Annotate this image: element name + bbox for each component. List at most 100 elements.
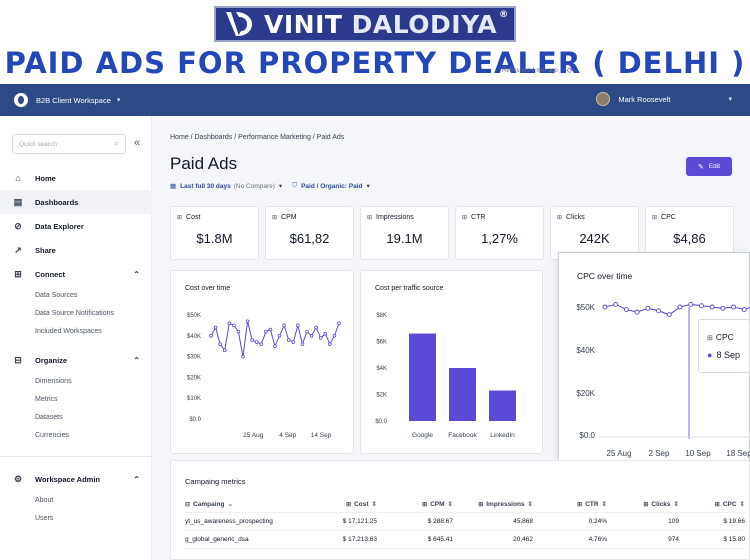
filter-icon[interactable]: ⛉ [292, 182, 298, 189]
sidebar-item-workspace-admin[interactable]: ⚙ Workspace Admin ⌃ [0, 467, 152, 491]
y-tick-label: $0.0 [189, 417, 201, 423]
sidebar-item-dashboards[interactable]: ▤ Dashboards [0, 190, 152, 214]
kpi-label: Impressions [376, 214, 414, 221]
chevron-down-icon[interactable]: ▾ [278, 183, 283, 190]
column-header-cpm[interactable]: ⊞ CPM ⇕ [422, 500, 453, 508]
y-tick-label: $40K [187, 334, 201, 340]
table-title: Campaing metrics [185, 477, 246, 486]
sidebar-item-connect[interactable]: ⊞ Connect ⌃ [0, 262, 152, 286]
cost-over-time-card[interactable]: Cost over time $0.0 $10K $20K $30K $40K $50K 2… [170, 270, 354, 454]
table-cell: 4.76% [588, 536, 607, 543]
sidebar-divider [0, 456, 152, 457]
refresh-icon[interactable]: ⟳ [567, 66, 574, 75]
table-cell: 974 [668, 536, 679, 543]
kpi-value: 19.1M [386, 231, 423, 246]
cpc-over-time-chart: $0.0 $20K $40K $50K 25 Aug 2 Sep 10 Sep 18 Sep [576, 301, 750, 458]
kpi-card-cpm[interactable]: ⊞ CPM $61,82 [265, 206, 354, 260]
column-header-clicks[interactable]: ⊞ Clicks ⇕ [643, 500, 679, 508]
traffic-filter[interactable]: Paid / Organic: Paid [301, 182, 363, 190]
sidebar-subitem-dimensions[interactable]: Dimensions [35, 377, 72, 385]
collapse-sidebar-icon[interactable]: « [134, 137, 141, 149]
table-row[interactable]: yt_us_awareness_prospecting $ 17,121.25 … [185, 513, 745, 531]
user-name[interactable]: Mark Roosevelt [618, 94, 671, 104]
data-point [656, 308, 662, 314]
kpi-card-impressions[interactable]: ⊞ Impressions 19.1M [360, 206, 449, 260]
filter-bar: ▦ Last full 30 days (No Compare) ▾ ⛉ Pai… [170, 182, 370, 190]
x-tick-label: 4 Sep [279, 432, 296, 439]
chevron-up-icon[interactable]: ⌃ [133, 355, 140, 365]
chart-tooltip: ⊞ CPC ● 8 Sep [698, 319, 750, 373]
sidebar-subitem-datasets[interactable]: Datasets [35, 413, 63, 421]
sidebar-subitem-about[interactable]: About [35, 496, 54, 504]
y-tick-label: $20K [576, 389, 595, 398]
workspace-switcher[interactable]: B2B Client Workspace [36, 95, 111, 105]
dashboard-icon: ▤ [13, 196, 23, 207]
cost-per-source-card[interactable]: Cost per traffic source $0.0 $2K $4K $6K $8K… [360, 270, 543, 454]
data-point [241, 354, 245, 359]
data-point [623, 307, 629, 313]
data-point [277, 334, 282, 338]
metric-icon: ⊞ [272, 215, 278, 221]
sidebar-item-home[interactable]: ⌂ Home [0, 166, 152, 190]
column-header-ctr[interactable]: ⊞ CTR ⇕ [577, 500, 607, 508]
data-point [666, 312, 672, 318]
sidebar-subitem-users[interactable]: Users [35, 514, 54, 522]
user-menu[interactable]: Mark Roosevelt ▾ [596, 92, 732, 106]
column-header-cpc[interactable]: ⊞ CPC ⇕ [714, 500, 745, 508]
pencil-icon: ✎ [697, 163, 704, 171]
calendar-icon[interactable]: ▦ [170, 183, 177, 190]
sidebar-subitem-currencies[interactable]: Currencies [35, 431, 69, 439]
sidebar-item-data-explorer[interactable]: ⊘ Data Explorer [0, 214, 152, 238]
table-row[interactable]: g_global_generic_dsa $ 17,213.63 $ 645.4… [185, 531, 745, 549]
metric-icon: ⊞ [177, 215, 183, 221]
data-point [309, 334, 314, 338]
kpi-label: Clicks [566, 214, 585, 221]
chevron-down-icon[interactable]: ▾ [366, 183, 370, 190]
search-input[interactable]: Quick search ⌕ [12, 134, 126, 154]
sidebar-item-organize[interactable]: ⊟ Organize ⌃ [0, 348, 152, 372]
chart-title: CPC over time [577, 271, 633, 281]
bar [409, 333, 436, 421]
chevron-down-icon[interactable]: ▾ [116, 97, 121, 104]
data-point [286, 338, 291, 342]
search-placeholder[interactable]: Quick search [19, 140, 57, 148]
sidebar-item-label: Dashboards [35, 197, 79, 207]
kpi-card-ctr[interactable]: ⊞ CTR 1,27% [455, 206, 544, 260]
sidebar-subitem-metrics[interactable]: Metrics [35, 395, 58, 403]
sidebar-subitem-data-source-notifications[interactable]: Data Source Notifications [35, 309, 114, 317]
sidebar-item-label: Connect [35, 269, 65, 279]
sidebar-item-label: Home [35, 173, 56, 183]
chevron-up-icon[interactable]: ⌃ [133, 474, 140, 484]
column-header-cost[interactable]: ⊞ Cost ⇕ [346, 500, 377, 508]
breadcrumb[interactable]: Home / Dashboards / Performance Marketin… [170, 134, 345, 141]
table-cell: g_global_generic_dsa [185, 536, 249, 543]
data-point [213, 325, 218, 330]
chevron-up-icon[interactable]: ⌃ [133, 269, 140, 279]
data-point [273, 344, 277, 348]
y-tick-label: $0.0 [579, 431, 595, 440]
sidebar-subitem-included-workspaces[interactable]: Included Workspaces [35, 327, 102, 335]
data-point [602, 304, 608, 310]
data-point [250, 338, 254, 342]
kpi-card-clicks[interactable]: ⊞ Clicks 242K [550, 206, 639, 260]
table-cell: $ 288.67 [427, 518, 453, 525]
edit-button[interactable]: ✎ Edit [686, 157, 732, 176]
table-cell: 45,868 [513, 518, 533, 525]
chevron-down-icon[interactable]: ▾ [728, 96, 732, 103]
tooltip-series: CPC [715, 332, 734, 342]
kpi-value: $61,82 [289, 231, 330, 246]
kpi-card-cost[interactable]: ⊞ Cost $1.8M [170, 206, 259, 260]
sidebar-item-label: Organize [35, 355, 68, 365]
compare-label[interactable]: (No Compare) [233, 182, 275, 190]
column-header-impressions[interactable]: ⊞ Impressions ⇕ [478, 500, 533, 508]
sidebar-subitem-data-sources[interactable]: Data Sources [35, 291, 78, 299]
date-range-filter[interactable]: Last full 30 days [180, 182, 231, 190]
avatar[interactable] [596, 92, 611, 106]
workspace-logo-icon[interactable] [14, 93, 28, 107]
sidebar-item-share[interactable]: ↗ Share [0, 238, 152, 262]
column-header-campaing[interactable]: ⊟ Campaing ⌄ [185, 500, 233, 508]
search-icon[interactable]: ⌕ [114, 139, 119, 148]
table-cell: $ 15.80 [723, 536, 745, 543]
kpi-value: 242K [579, 231, 610, 246]
y-tick-label: $2K [376, 393, 387, 399]
